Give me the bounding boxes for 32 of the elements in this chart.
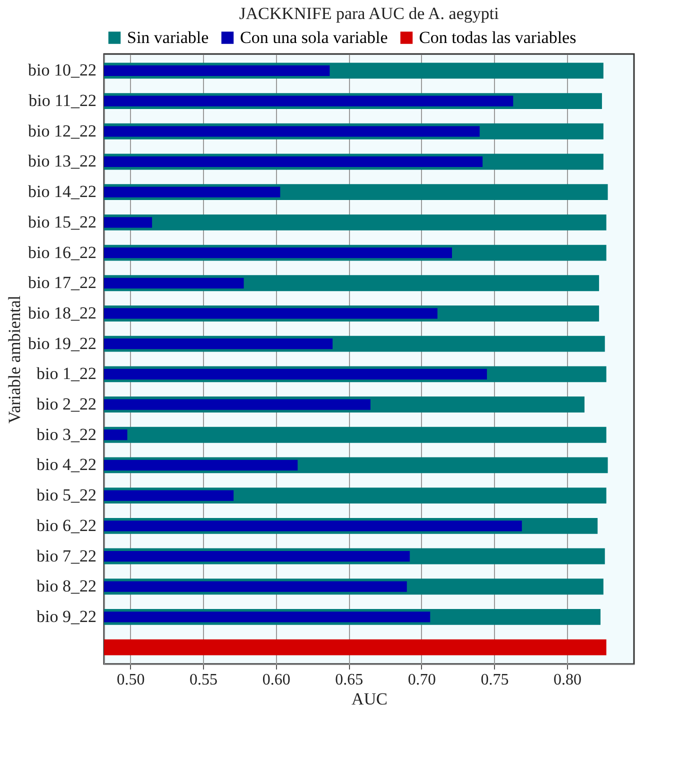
y-tick-label: bio 19_22 — [28, 334, 96, 353]
y-tick-label: bio 11_22 — [28, 91, 96, 110]
x-axis-title: AUC — [352, 690, 388, 708]
y-tick-label: bio 15_22 — [28, 212, 96, 232]
x-tick-label: 0.50 — [116, 672, 145, 688]
x-tick-label: 0.55 — [190, 672, 218, 688]
chart-title: JACKKNIFE para AUC de A. aegypti — [239, 4, 500, 23]
y-tick-label: bio 14_22 — [28, 182, 96, 202]
x-tick-label: 0.70 — [408, 672, 436, 688]
x-tick-label: 0.65 — [335, 672, 364, 688]
y-tick-label: bio 16_22 — [28, 242, 96, 262]
y-tick-label: bio 12_22 — [28, 121, 96, 140]
legend-label: Con una sola variable — [240, 28, 388, 47]
y-tick-label: bio 1_22 — [36, 364, 96, 384]
y-tick-label: bio 10_22 — [28, 60, 96, 80]
y-tick-label: bio 6_22 — [36, 516, 96, 535]
x-tick-label: 0.80 — [554, 672, 582, 688]
y-tick-label: bio 4_22 — [36, 455, 96, 474]
y-tick-label: bio 3_22 — [36, 424, 96, 444]
x-tick-label: 0.75 — [480, 672, 509, 688]
legend-label: Sin variable — [127, 28, 209, 47]
y-tick-label: bio 5_22 — [36, 486, 96, 505]
y-axis-title: Variable ambiental — [5, 295, 24, 424]
y-tick-label: bio 7_22 — [36, 546, 96, 566]
legend-label: Con todas las variables — [419, 28, 576, 47]
y-tick-label: bio 2_22 — [36, 394, 96, 414]
y-tick-label: bio 9_22 — [36, 606, 96, 626]
y-tick-label: bio 18_22 — [28, 303, 96, 322]
y-tick-label: bio 13_22 — [28, 152, 96, 171]
x-tick-label: 0.60 — [262, 672, 290, 688]
y-tick-label: bio 17_22 — [28, 273, 96, 292]
y-tick-label: bio 8_22 — [36, 576, 96, 596]
